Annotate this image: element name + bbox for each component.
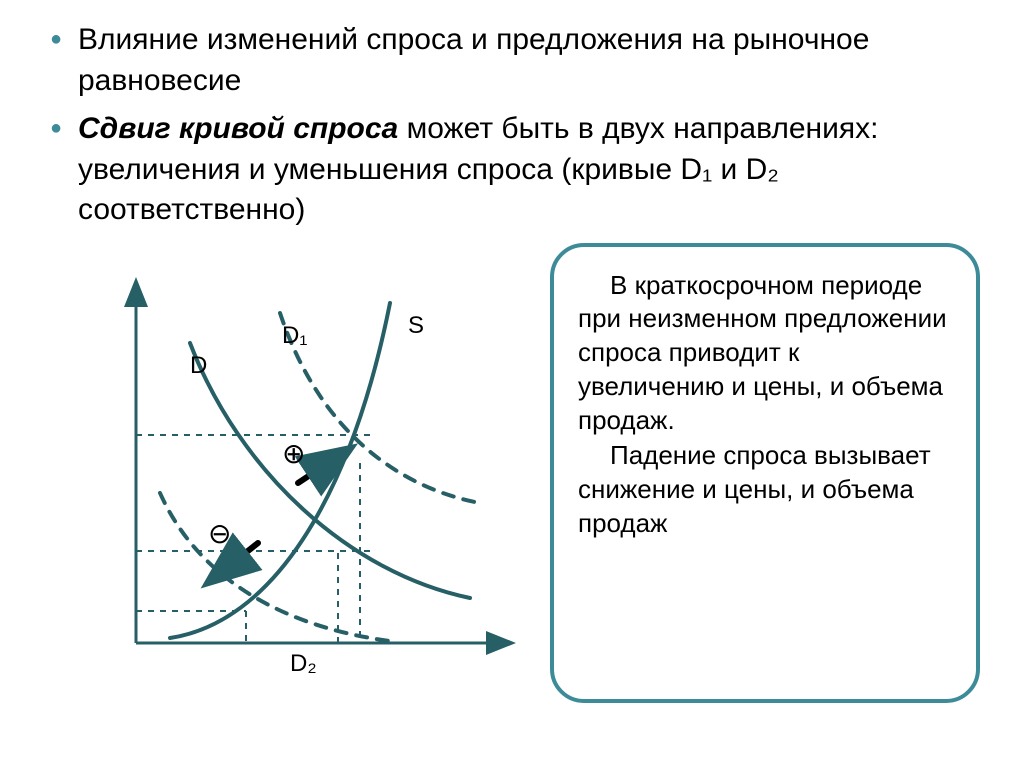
callout-p2: Падение спроса вызывает снижение и цены,… — [578, 439, 952, 540]
svg-text:D₂: D₂ — [290, 650, 317, 677]
callout-p1: В краткосрочном периоде при неизменном п… — [578, 269, 952, 438]
svg-text:D: D — [190, 352, 207, 379]
bullet-text-1: Влияние изменений спроса и предложения н… — [78, 23, 869, 97]
bullet-text-2: Сдвиг кривой спроса может быть в двух на… — [78, 112, 878, 226]
svg-text:D₁: D₁ — [282, 322, 307, 349]
bullet-2-strong: Сдвиг кривой спроса — [78, 112, 398, 145]
callout-box: В краткосрочном периоде при неизменном п… — [550, 243, 980, 703]
demand-supply-chart: S D D₁ D₂ ⊕ ⊖ — [50, 243, 530, 703]
bullet-item-1: Влияние изменений спроса и предложения н… — [50, 20, 984, 101]
bullet-item-2: Сдвиг кривой спроса может быть в двух на… — [50, 109, 984, 231]
svg-text:S: S — [408, 312, 424, 339]
svg-text:⊖: ⊖ — [208, 518, 231, 549]
svg-text:⊕: ⊕ — [282, 438, 305, 469]
